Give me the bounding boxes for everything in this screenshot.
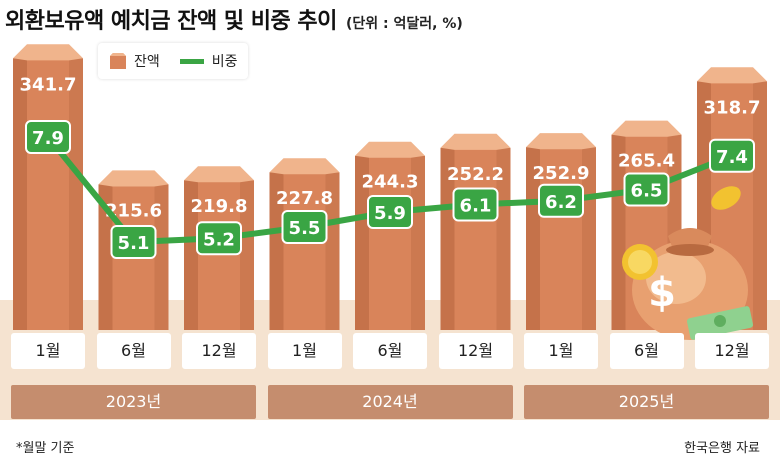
footnote: *월말 기준 (16, 441, 75, 456)
bar-5 (355, 141, 425, 330)
unit-note: (단위 : 억달러, %) (346, 16, 463, 32)
share-value-label: 6.2 (545, 192, 577, 213)
month-label: 1월 (524, 333, 598, 369)
year-bands: 2023년 2024년 2025년 (0, 385, 780, 421)
share-marker (538, 183, 584, 218)
bar-shade-right (496, 147, 511, 330)
bar-shade-left (611, 134, 626, 330)
month-label: 6월 (96, 333, 171, 369)
share-value-label: 7.4 (716, 147, 748, 168)
legend-bar-label: 잔액 (134, 54, 160, 70)
bar-top-cap (355, 141, 425, 158)
dollar-sign: $ (648, 270, 676, 316)
share-marker (623, 172, 670, 207)
bar-shade-right (411, 155, 425, 330)
bar-shade-left (440, 147, 455, 330)
bar-shade-left (355, 155, 369, 330)
year-band: 2023년 (11, 385, 256, 419)
share-marker (110, 225, 157, 259)
bar-value-label: 318.7 (704, 97, 761, 118)
bar-shade-right (240, 180, 254, 330)
bar-value-label: 341.7 (20, 74, 77, 95)
coin-icon (622, 186, 741, 280)
chart-title: 외환보유액 예치금 잔액 및 비중 추이 (5, 9, 337, 34)
bar-shade-left (526, 147, 540, 330)
month-label: 6월 (353, 333, 427, 369)
banknote-icon (686, 306, 754, 340)
month-label: 12월 (182, 333, 256, 369)
bar-shade-left (98, 184, 113, 330)
share-marker (709, 138, 755, 173)
month-label: 1월 (11, 333, 85, 369)
coin-small (711, 186, 741, 210)
bar-shade-right (69, 58, 83, 331)
bar-top-cap (184, 166, 254, 183)
title-row: 외환보유액 예치금 잔액 및 비중 추이 (단위 : 억달러, %) (5, 3, 463, 35)
share-value-label: 6.1 (460, 196, 492, 217)
bar-shade-right (753, 81, 767, 330)
bar-value-label: 244.3 (362, 172, 419, 193)
bar-value-label: 252.9 (533, 163, 590, 184)
bag-highlight (646, 252, 706, 304)
share-value-label: 5.1 (118, 233, 150, 254)
banknote-seal (714, 315, 726, 327)
legend-line-label: 비중 (211, 54, 238, 70)
month-label: 12월 (695, 333, 769, 369)
year-band: 2025년 (524, 385, 769, 419)
share-value-label: 5.5 (289, 218, 321, 239)
bar-top-cap (98, 170, 169, 187)
share-marker (452, 187, 499, 222)
share-value-label: 6.5 (631, 181, 663, 202)
share-marker (367, 195, 413, 229)
month-labels: 1월 6월 12월 1월 6월 12월 1월 6월 12월 (0, 333, 780, 373)
share-value-label: 7.9 (32, 128, 64, 149)
month-label: 12월 (438, 333, 513, 369)
month-label: 1월 (267, 333, 342, 369)
bar-value-label: 227.8 (276, 188, 333, 209)
month-label: 6월 (609, 333, 684, 369)
bar-value-label: 265.4 (618, 151, 675, 172)
bag-tie (666, 244, 714, 256)
bar-value-label: 215.6 (105, 200, 162, 221)
bar-shade-right (325, 172, 340, 330)
bar-top-cap (269, 158, 340, 175)
bar-shade-left (13, 58, 27, 331)
share-marker (25, 120, 71, 154)
share-value-label: 5.2 (203, 229, 235, 250)
legend: 잔액 비중 (98, 43, 248, 79)
bar-shade-left (184, 180, 198, 330)
bar-top-cap (526, 133, 596, 150)
bar-shade-left (269, 172, 284, 330)
share-value-label: 5.9 (374, 203, 406, 224)
bar-top-cap (697, 67, 767, 84)
legend-line-swatch (179, 58, 204, 64)
bar-top-cap (611, 120, 682, 137)
share-marker (196, 221, 242, 256)
bar-top-cap (440, 133, 511, 150)
bar-value-label: 252.2 (447, 164, 504, 185)
bar-4 (269, 158, 340, 330)
coin-large-inner (628, 250, 652, 274)
legend-bar-swatch (110, 53, 126, 69)
bar-top-cap (13, 44, 83, 61)
bar-value-label: 219.8 (191, 196, 248, 217)
year-band: 2024년 (267, 385, 513, 419)
bar-shade-right (582, 147, 596, 330)
source-note: 한국은행 자료 (684, 441, 760, 456)
share-marker (281, 210, 328, 244)
bar-shade-right (154, 184, 169, 330)
